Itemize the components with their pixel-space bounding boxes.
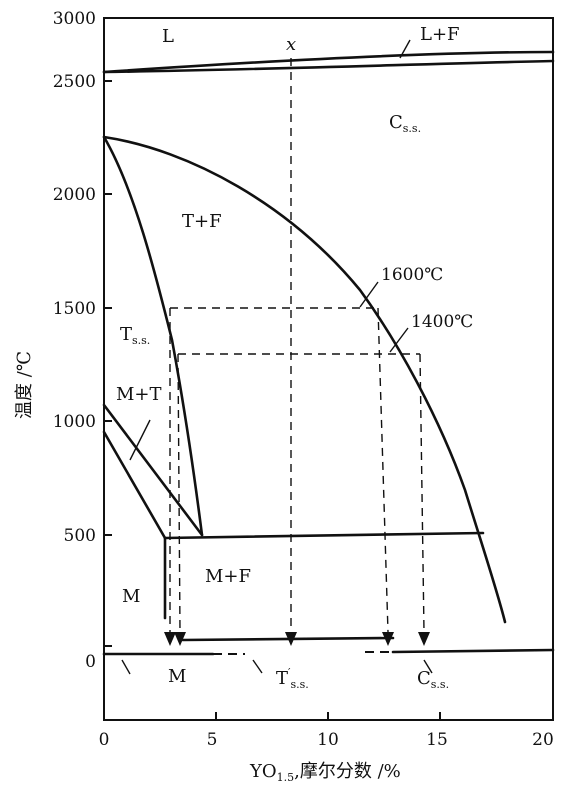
tprime-leader bbox=[252, 659, 263, 674]
tprime-ss-main: T bbox=[276, 668, 288, 689]
tprime-ss-sub: s.s. bbox=[291, 678, 309, 691]
m-leader bbox=[121, 659, 131, 675]
x-tick-label: 0 bbox=[99, 730, 110, 750]
tetragonal-ss-main: T bbox=[120, 324, 132, 345]
liquidus-curve bbox=[102, 50, 555, 74]
lf-leader bbox=[399, 39, 411, 59]
region-label-tprime-ss: T′s.s. bbox=[276, 666, 309, 691]
region-label-m-plus-f: M+F bbox=[205, 566, 251, 587]
t1400-leader bbox=[389, 327, 409, 353]
region-label-liquid-fluorite: L+F bbox=[420, 24, 460, 45]
x-axis-label-rest: ,摩尔分数 /% bbox=[294, 761, 401, 782]
y-tick-label: 1500 bbox=[53, 299, 96, 319]
region-label-cubic-ss-lower: Cs.s. bbox=[417, 668, 449, 691]
eutectoid-line bbox=[163, 531, 485, 540]
x-tick-marks bbox=[103, 712, 554, 720]
mt-leader bbox=[129, 419, 151, 461]
leader-lines bbox=[121, 39, 433, 675]
cubic-ss-lower-main: C bbox=[417, 668, 431, 689]
region-label-monoclinic-upper: M bbox=[122, 586, 140, 607]
y-tick-label: 500 bbox=[64, 526, 96, 546]
css2-leader bbox=[423, 659, 433, 674]
arrowheads bbox=[164, 632, 430, 646]
x-axis-label: YO1.5,摩尔分数 /% bbox=[249, 761, 401, 784]
y-axis-label: 温度 /℃ bbox=[14, 351, 35, 419]
t1600-leader bbox=[359, 281, 379, 308]
x-axis-label-main: YO bbox=[249, 761, 277, 782]
cubic-ss-boundary bbox=[102, 135, 507, 624]
room-temp-line-right bbox=[391, 648, 555, 654]
plot-frame bbox=[103, 17, 554, 721]
vertical-1400-right bbox=[419, 353, 425, 633]
tie-lines bbox=[169, 58, 425, 633]
region-label-monoclinic-lower: M bbox=[168, 666, 186, 687]
y-tick-label: 1000 bbox=[53, 412, 96, 432]
tprime-ss-prime: ′ bbox=[288, 666, 291, 679]
arrow-1400-left bbox=[174, 632, 186, 646]
region-label-m-plus-t: M+T bbox=[116, 384, 162, 405]
arrow-1600-right bbox=[382, 632, 394, 646]
isotherm-1600-label: 1600℃ bbox=[381, 265, 443, 285]
tetragonal-ss-sub: s.s. bbox=[132, 334, 150, 347]
tetragonal-ss-boundary bbox=[102, 135, 204, 537]
region-label-tetragonal-ss: Ts.s. bbox=[120, 324, 150, 347]
dashed-boundaries bbox=[213, 651, 393, 655]
vertical-1600-right bbox=[377, 307, 389, 633]
y-tick-label: 2000 bbox=[53, 185, 96, 205]
x-tick-label: 20 bbox=[532, 730, 554, 750]
y-tick-label: 0 bbox=[85, 652, 96, 672]
isotherm-1400-label: 1400℃ bbox=[411, 312, 473, 332]
y-tick-marks bbox=[104, 17, 112, 647]
region-label-liquid: L bbox=[162, 26, 174, 47]
cubic-ss-lower-sub: s.s. bbox=[431, 678, 449, 691]
vertical-1400-left bbox=[177, 353, 181, 633]
region-label-cubic-ss: Cs.s. bbox=[389, 112, 421, 135]
arrow-1600-left bbox=[164, 632, 176, 646]
phase-boundaries bbox=[102, 50, 555, 656]
x-tick-label: 15 bbox=[426, 730, 448, 750]
y-tick-label: 3000 bbox=[53, 9, 96, 29]
x-axis-label-sub: 1.5 bbox=[277, 771, 295, 784]
cubic-ss-sub: s.s. bbox=[403, 122, 421, 135]
cubic-ss-main: C bbox=[389, 112, 403, 133]
mt-lower-boundary bbox=[102, 430, 167, 540]
mt-upper-boundary bbox=[102, 403, 204, 537]
x-tick-label: 10 bbox=[317, 730, 339, 750]
x-tick-label: 5 bbox=[207, 730, 218, 750]
region-label-t-plus-f: T+F bbox=[182, 211, 222, 232]
solidus-curve bbox=[102, 59, 555, 74]
y-tick-label: 2500 bbox=[53, 72, 96, 92]
arrow-x bbox=[285, 632, 297, 646]
composition-x-label: x bbox=[286, 34, 296, 55]
arrow-1400-right bbox=[418, 632, 430, 646]
